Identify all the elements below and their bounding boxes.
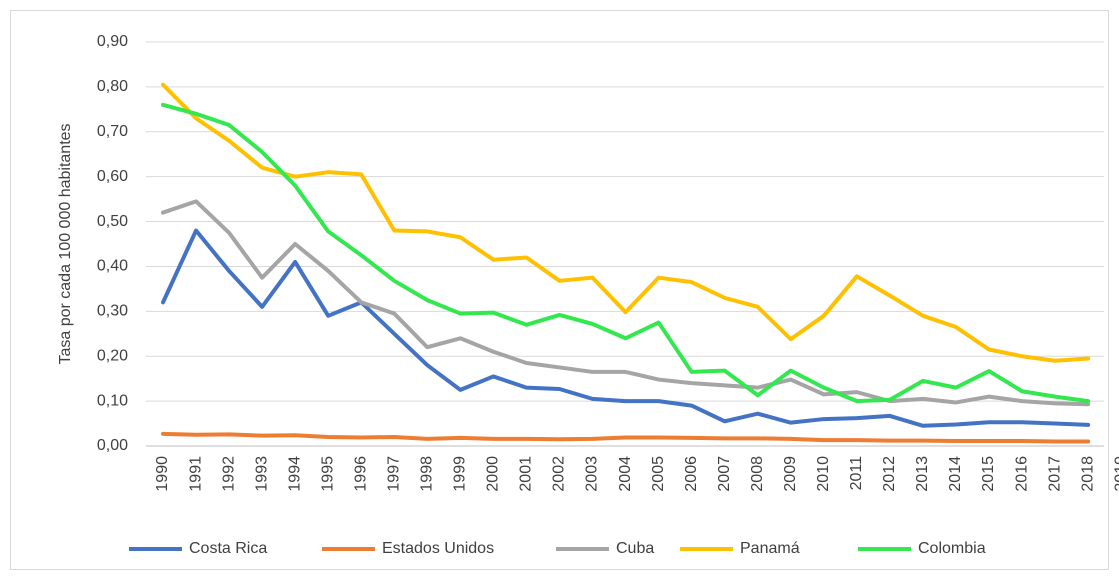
x-tick-label: 2018 [1079, 456, 1096, 492]
x-tick-label: 2017 [1046, 456, 1063, 492]
x-tick-label: 2007 [716, 456, 733, 492]
x-tick-label: 2008 [749, 456, 766, 492]
y-tick-label: 0,00 [97, 437, 128, 454]
y-tick-label: 0,80 [97, 78, 128, 95]
y-tick-label: 0,70 [97, 123, 128, 140]
x-tick-label: 2005 [650, 456, 667, 492]
x-tick-label: 2019 [1112, 456, 1119, 492]
x-tick-label: 1993 [253, 456, 270, 492]
x-tick-label: 2012 [881, 456, 898, 492]
x-tick-label: 1998 [419, 456, 436, 492]
series-line [161, 82, 1091, 363]
y-tick-label: 0,50 [97, 213, 128, 230]
x-tick-label: 2010 [815, 456, 832, 492]
legend-label: Costa Rica [189, 540, 267, 557]
series-line [161, 228, 1091, 428]
x-tick-label: 2016 [1013, 456, 1030, 492]
x-tick-label: 1997 [385, 456, 402, 492]
y-tick-label: 0,20 [97, 347, 128, 364]
y-tick-label: 0,60 [97, 168, 128, 185]
x-tick-label: 1996 [352, 456, 369, 492]
chart-border [10, 10, 1109, 570]
x-tick-label: 1995 [319, 456, 336, 492]
x-tick-label: 2000 [485, 456, 502, 492]
y-tick-label: 0,90 [97, 33, 128, 50]
y-tick-label: 0,30 [97, 303, 128, 320]
x-tick-label: 1991 [187, 456, 204, 492]
x-tick-label: 2004 [617, 456, 634, 492]
series-line [161, 102, 1091, 404]
x-tick-label: 2009 [782, 456, 799, 492]
series-line [161, 431, 1091, 444]
x-tick-label: 2011 [848, 456, 865, 491]
legend-label: Cuba [616, 540, 654, 557]
legend-label: Panamá [740, 540, 800, 557]
y-tick-label: 0,40 [97, 258, 128, 275]
x-tick-label: 2015 [980, 456, 997, 492]
x-tick-label: 2014 [947, 456, 964, 492]
x-tick-label: 1999 [452, 456, 469, 492]
x-tick-label: 1990 [154, 456, 171, 492]
y-tick-label: 0,10 [97, 392, 128, 409]
legend-label: Estados Unidos [382, 540, 494, 557]
x-tick-label: 1994 [286, 456, 303, 492]
y-axis-title: Tasa por cada 100 000 habitantes [57, 123, 74, 364]
x-tick-label: 2002 [551, 456, 568, 492]
x-tick-label: 2001 [518, 456, 535, 492]
x-tick-label: 2003 [584, 456, 601, 492]
legend-label: Colombia [918, 540, 986, 557]
series-line [161, 199, 1091, 407]
x-tick-label: 2013 [914, 456, 931, 492]
x-tick-label: 1992 [220, 456, 237, 492]
x-tick-label: 2006 [683, 456, 700, 492]
